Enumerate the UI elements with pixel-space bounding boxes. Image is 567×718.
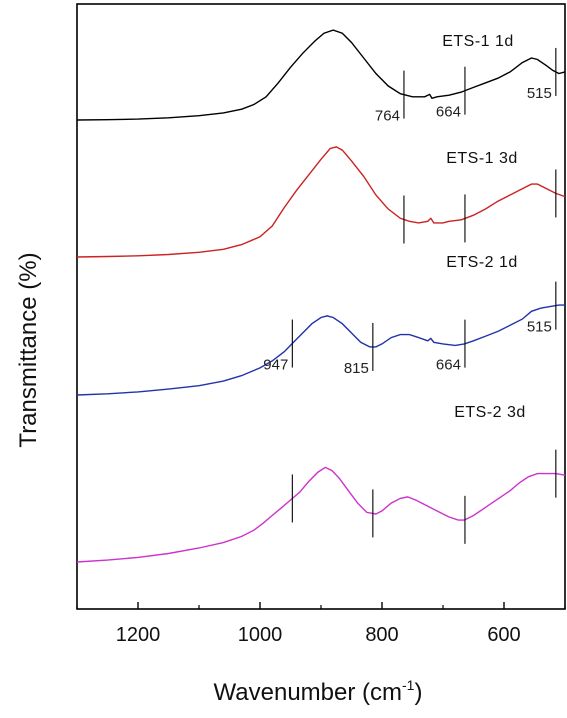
peak-label: 515	[527, 319, 552, 336]
x-tick-label: 1000	[238, 624, 283, 646]
peak-label: 815	[344, 360, 369, 377]
peak-label: 947	[263, 357, 288, 374]
plot-frame	[76, 3, 566, 610]
series-label-1: ETS-1 1d	[442, 33, 514, 50]
series-label-3: ETS-2 1d	[446, 254, 518, 271]
peak-label: 515	[527, 85, 552, 102]
y-axis-title: Transmittance (%)	[15, 252, 42, 447]
peak-label: 664	[436, 357, 461, 374]
series-labels: ETS-1 1d ETS-1 3d ETS-2 1d ETS-2 3d	[442, 33, 526, 421]
peak-label: 764	[375, 108, 400, 125]
x-tick-label: 800	[365, 624, 398, 646]
x-axis-title: Wavenumber (cm-1)	[214, 677, 423, 706]
series-label-2: ETS-1 3d	[446, 150, 518, 167]
x-tick-label: 600	[487, 624, 520, 646]
series-line-1	[76, 29, 566, 121]
peak-annotations: 764 664 515 947 815 664 515	[263, 85, 552, 377]
series-line-2	[76, 146, 566, 258]
peak-markers	[291, 47, 557, 544]
x-tick-label: 1200	[116, 624, 161, 646]
x-axis: 1200 1000 800 600	[76, 602, 566, 646]
series-group	[76, 29, 566, 563]
series-label-4: ETS-2 3d	[454, 404, 526, 421]
series-line-3	[76, 304, 565, 396]
peak-label: 664	[436, 104, 461, 121]
series-line-4	[76, 466, 566, 563]
